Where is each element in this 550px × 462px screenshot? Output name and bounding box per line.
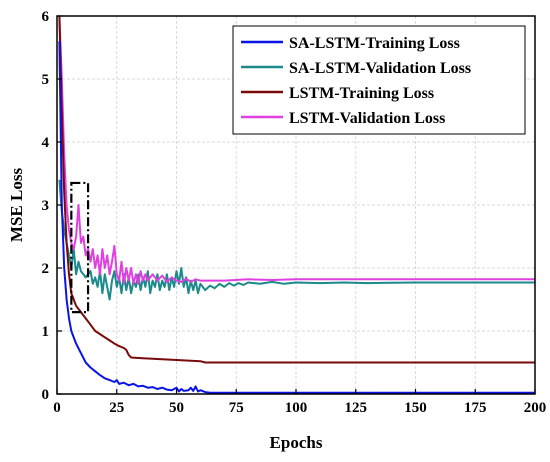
x-tick-label: 175	[464, 400, 487, 416]
annotation-layer	[70, 181, 90, 314]
x-tick-label: 75	[229, 400, 244, 416]
zoom-annotation-box	[70, 181, 90, 314]
x-axis-title: Epochs	[270, 433, 323, 452]
y-tick-label: 2	[42, 261, 50, 277]
y-tick-label: 6	[42, 9, 50, 25]
legend-label: LSTM-Validation Loss	[289, 110, 445, 127]
x-tick-label: 100	[285, 400, 308, 416]
y-tick-label: 3	[42, 198, 50, 214]
x-tick-label: 150	[404, 400, 427, 416]
x-tick-label: 200	[524, 400, 547, 416]
series-line-lstm-validation-loss	[58, 16, 535, 285]
series-line-sa-lstm-training-loss	[58, 41, 535, 394]
x-tick-label: 50	[169, 400, 184, 416]
legend: SA-LSTM-Training Loss SA-LSTM-Validation …	[232, 25, 526, 135]
legend-box	[232, 25, 526, 135]
series-layer	[58, 16, 535, 394]
x-tick-label: 0	[53, 400, 61, 416]
x-tick-label: 25	[109, 400, 124, 416]
series-line-lstm-training-loss	[58, 16, 535, 364]
series-line-sa-lstm-validation-loss	[58, 179, 535, 301]
legend-label: SA-LSTM-Validation Loss	[289, 60, 471, 77]
legend-label: SA-LSTM-Training Loss	[289, 35, 460, 52]
axis-ticks: 0 25 50 75 100 125 150 175 200 0 1 2 3 4 5 6	[42, 9, 547, 416]
legend-label: LSTM-Training Loss	[289, 85, 434, 102]
y-tick-label: 4	[42, 135, 50, 151]
x-tick-label: 125	[345, 400, 368, 416]
y-axis-title: MSE Loss	[7, 168, 26, 243]
y-tick-label: 0	[42, 387, 50, 403]
y-tick-label: 5	[42, 72, 50, 88]
y-tick-label: 1	[42, 324, 50, 340]
